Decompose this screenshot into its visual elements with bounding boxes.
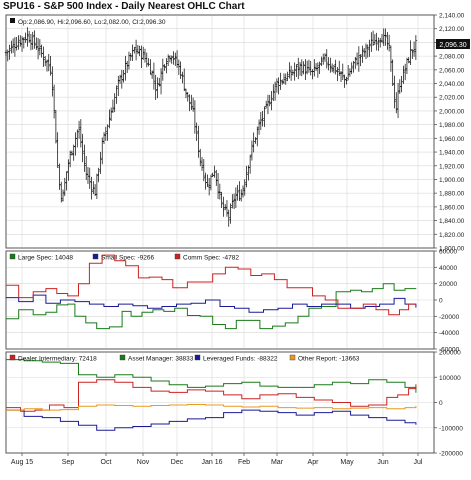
- y-tick-label: 2,140.00: [439, 13, 465, 20]
- legend-swatch: [92, 253, 99, 260]
- cot-panel-1: -60000 -40000 -20000 0 20000 40000 60000 Large…: [5, 249, 460, 354]
- cot-panel-2-y-axis: -200000 -100000 0 100000 200000: [434, 350, 463, 458]
- x-tick-label: May: [340, 459, 354, 466]
- y-tick-label: 1,860.00: [439, 204, 465, 211]
- y-tick-label: 1,800.00: [439, 246, 465, 253]
- y-tick-label: 1,920.00: [439, 163, 465, 170]
- x-tick-label: Aug 15: [11, 459, 33, 466]
- ohlc-readout-text: Op:2,086.90, Hi:2,096.60, Lo:2,082.00, C…: [18, 19, 166, 26]
- legend-swatch: [9, 354, 16, 361]
- y-tick-label: 1,980.00: [439, 122, 465, 129]
- y-tick-label: 100000: [439, 375, 461, 382]
- cot-panel-1-legend: Large Spec: 14048 Small Spec: -9266 Comm S…: [9, 253, 239, 262]
- y-tick-label: 2,120.00: [439, 26, 465, 33]
- y-tick-label: 1,880.00: [439, 191, 465, 198]
- legend-label: Other Report: -13663: [298, 356, 360, 363]
- series-line-comm-spec: [6, 254, 417, 316]
- chart-title: SPU16 - S&P 500 Index - Daily Nearest OH…: [3, 1, 245, 12]
- legend-label: Asset Manager: 38833: [128, 356, 194, 363]
- x-tick-label: Apr: [308, 459, 320, 466]
- series-line-leveraged-funds: [6, 409, 417, 431]
- legend-swatch: [289, 354, 296, 361]
- legend-label: Comm Spec: -4782: [183, 255, 239, 262]
- x-tick-label: Jan 16: [201, 459, 222, 466]
- x-tick-label: Jul: [414, 459, 423, 466]
- y-tick-label: -100000: [439, 425, 463, 432]
- legend-swatch: [174, 253, 181, 260]
- y-tick-label: 20000: [439, 281, 457, 288]
- x-tick-label: Jun: [377, 459, 388, 466]
- y-tick-label: -20000: [439, 314, 460, 321]
- series-line-dealer-intermediary: [6, 379, 417, 412]
- x-tick-label: Dec: [171, 459, 184, 466]
- cot-panel-1-lines: [6, 254, 417, 330]
- cot-panel-2-grid: [7, 353, 433, 452]
- last-price-badge-text: 2,096.30: [439, 42, 466, 49]
- legend-swatch: [194, 354, 201, 361]
- cot-panel-1-y-axis: -60000 -40000 -20000 0 20000 40000 60000: [434, 249, 460, 354]
- legend-label: Dealer Intermediary: 72418: [18, 356, 97, 363]
- price-panel: 1,800.00 1,820.00 1,840.00 1,860.00 1,880.00…: [4, 13, 470, 253]
- y-tick-label: 2,000.00: [439, 108, 465, 115]
- y-tick-label: 1,900.00: [439, 177, 465, 184]
- legend-label: Large Spec: 14048: [18, 255, 73, 262]
- y-tick-label: -40000: [439, 330, 460, 337]
- ohlc-readout: Op:2,086.90, Hi:2,096.60, Lo:2,082.00, C…: [10, 18, 166, 26]
- y-tick-label: -60000: [439, 347, 460, 354]
- cot-panel-2-lines: [6, 359, 417, 431]
- y-tick-label: 2,040.00: [439, 81, 465, 88]
- y-tick-label: 1,840.00: [439, 218, 465, 225]
- x-tick-label: Mar: [271, 459, 284, 466]
- y-tick-label: 2,080.00: [439, 54, 465, 61]
- last-price-badge: 2,096.30: [436, 39, 470, 49]
- last-price-badge-bg: [436, 39, 470, 49]
- y-tick-label: 2,060.00: [439, 67, 465, 74]
- y-tick-label: 40000: [439, 265, 457, 272]
- legend-label: Leveraged Funds: -88322: [203, 356, 278, 363]
- cot-panel-2: -200000 -100000 0 100000 200000 Dealer Inter…: [5, 350, 463, 458]
- y-tick-label: 0: [439, 298, 443, 305]
- series-line-large-spec: [6, 283, 417, 330]
- y-tick-label: 0: [439, 400, 443, 407]
- legend-swatch: [119, 354, 126, 361]
- y-tick-label: 200000: [439, 350, 461, 357]
- legend-label: Small Spec: -9266: [101, 255, 154, 262]
- y-tick-label: 2,020.00: [439, 95, 465, 102]
- price-bars: [4, 27, 418, 227]
- x-tick-label: Nov: [137, 459, 150, 466]
- x-tick-label: Feb: [238, 459, 250, 466]
- legend-swatch: [9, 253, 16, 260]
- x-tick-label: Sep: [62, 459, 75, 466]
- ohlc-readout-swatch: [10, 18, 15, 23]
- price-grid: [7, 16, 433, 247]
- y-tick-label: -200000: [439, 451, 463, 458]
- y-tick-label: 1,940.00: [439, 150, 465, 157]
- series-line-asset-manager: [6, 359, 417, 393]
- series-line-other-report: [6, 404, 417, 411]
- y-tick-label: 1,820.00: [439, 232, 465, 239]
- y-tick-label: 60000: [439, 249, 457, 256]
- cot-panel-2-legend: Dealer Intermediary: 72418 Asset Manager:…: [9, 354, 360, 363]
- x-axis-labels: Aug 15 Sep Oct Nov Dec Jan 16 Feb Mar Apr May Jun J…: [11, 453, 423, 466]
- y-tick-label: 1,960.00: [439, 136, 465, 143]
- x-tick-label: Oct: [101, 459, 112, 466]
